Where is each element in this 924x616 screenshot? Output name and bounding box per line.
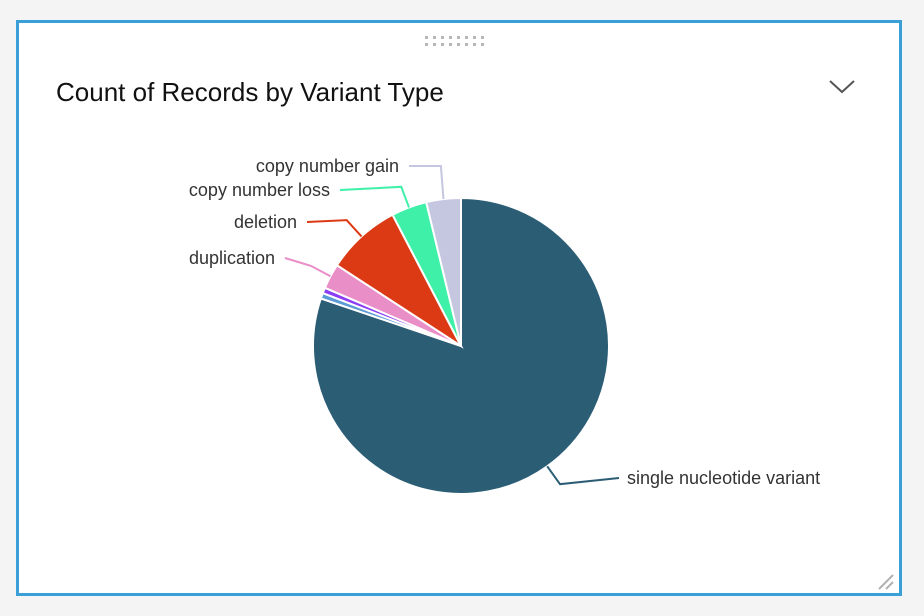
pie-labels: single nucleotide variant duplication dele… xyxy=(189,156,820,488)
pie-leader-lines xyxy=(284,165,620,486)
pie-label: deletion xyxy=(234,212,297,232)
resize-handle-icon[interactable] xyxy=(875,571,895,591)
pie-label: duplication xyxy=(189,248,275,268)
pie-label: copy number gain xyxy=(256,156,399,176)
pie-label: copy number loss xyxy=(189,180,330,200)
pie-leader-line xyxy=(284,257,331,278)
pie-leader-line xyxy=(546,465,620,486)
drag-handle-icon[interactable] xyxy=(425,34,487,48)
pie-leader-line xyxy=(306,219,363,238)
chart-title: Count of Records by Variant Type xyxy=(56,77,444,107)
pie-slice[interactable] xyxy=(425,196,462,347)
pie-label: single nucleotide variant xyxy=(627,468,820,488)
pie-leader-line xyxy=(339,185,410,208)
chart-panel: Count of Records by Variant Type single … xyxy=(16,20,902,596)
pie-leader-line xyxy=(409,165,445,200)
chevron-down-icon[interactable] xyxy=(827,77,857,97)
pie-slices xyxy=(312,196,610,495)
pie-chart: single nucleotide variant duplication dele… xyxy=(189,156,820,495)
